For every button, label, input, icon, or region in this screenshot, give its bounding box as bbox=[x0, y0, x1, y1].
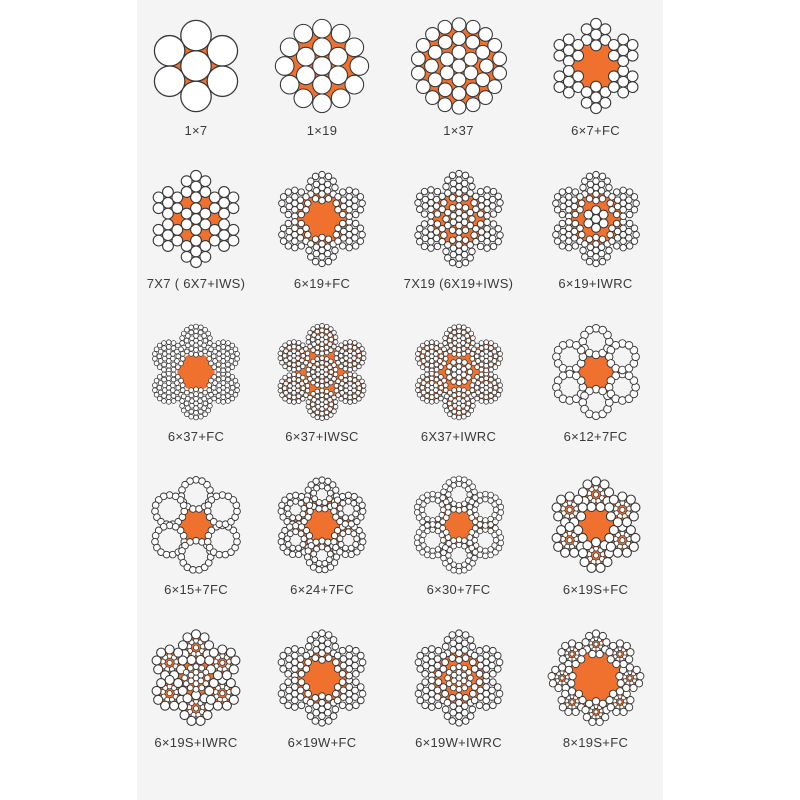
rope-cell: 1×7 bbox=[137, 12, 255, 165]
rope-cross-section bbox=[268, 471, 376, 579]
rope-label: 7X19 (6X19+IWS) bbox=[403, 276, 514, 291]
rope-cell: 6×15+7FC bbox=[137, 471, 255, 624]
rope-label: 6×19+FC bbox=[293, 276, 351, 291]
rope-label: 6X37+IWRC bbox=[420, 429, 497, 444]
rope-label: 7X7 ( 6X7+IWS) bbox=[146, 276, 246, 291]
rope-cross-section bbox=[542, 318, 650, 426]
rope-cell: 6×19S+FC bbox=[528, 471, 663, 624]
rope-cross-section bbox=[542, 165, 650, 273]
catalog-page: 1×7 1×19 1×37 6×7+FC 7X7 ( 6X7+IWS) 6×19+FC 7X… bbox=[137, 0, 663, 800]
rope-cross-section bbox=[268, 624, 376, 732]
rope-cell: 6×19S+IWRC bbox=[137, 624, 255, 777]
rope-cross-section bbox=[542, 12, 650, 120]
rope-svg bbox=[410, 17, 507, 115]
rope-grid: 1×7 1×19 1×37 6×7+FC 7X7 ( 6X7+IWS) 6×19+FC 7X… bbox=[137, 0, 663, 777]
rope-label: 1×37 bbox=[443, 123, 474, 138]
rope-label: 8×19S+FC bbox=[562, 735, 629, 750]
rope-cross-section bbox=[405, 12, 513, 120]
rope-svg bbox=[551, 170, 640, 268]
rope-label: 6×37+FC bbox=[167, 429, 225, 444]
rope-cell: 7X19 (6X19+IWS) bbox=[389, 165, 528, 318]
rope-label: 6×7+FC bbox=[571, 123, 620, 138]
rope-cell: 7X7 ( 6X7+IWS) bbox=[137, 165, 255, 318]
rope-cell: 6×24+7FC bbox=[255, 471, 389, 624]
rope-cell: 6×12+7FC bbox=[528, 318, 663, 471]
rope-label: 6×15+7FC bbox=[164, 582, 228, 597]
rope-label: 6×30+7FC bbox=[426, 582, 491, 597]
rope-cell: 6×19+IWRC bbox=[528, 165, 663, 318]
rope-svg bbox=[151, 629, 241, 726]
rope-cell: 6×19+FC bbox=[255, 165, 389, 318]
rope-label: 1×7 bbox=[184, 123, 208, 138]
rope-svg bbox=[152, 169, 240, 269]
rope-cross-section bbox=[268, 318, 376, 426]
rope-cell: 8×19S+FC bbox=[528, 624, 663, 777]
rope-cell: 1×37 bbox=[389, 12, 528, 165]
rope-cross-section bbox=[405, 624, 513, 732]
rope-svg bbox=[414, 323, 503, 421]
rope-label: 6×19W+FC bbox=[287, 735, 357, 750]
rope-cross-section bbox=[142, 165, 250, 273]
rope-cross-section bbox=[268, 12, 376, 120]
rope-cross-section bbox=[142, 624, 250, 732]
rope-cell: 6×30+7FC bbox=[389, 471, 528, 624]
rope-cross-section bbox=[405, 165, 513, 273]
rope-label: 6×19W+IWRC bbox=[415, 735, 502, 750]
rope-svg bbox=[547, 629, 644, 726]
rope-cross-section bbox=[542, 471, 650, 579]
rope-cross-section bbox=[142, 318, 250, 426]
rope-svg bbox=[277, 476, 367, 574]
rope-cross-section bbox=[405, 471, 513, 579]
rope-svg bbox=[413, 475, 504, 575]
rope-svg bbox=[277, 323, 367, 421]
rope-svg bbox=[278, 170, 366, 268]
rope-label: 6×12+7FC bbox=[563, 429, 628, 444]
rope-svg bbox=[274, 18, 370, 114]
rope-label: 6×19+IWRC bbox=[558, 276, 633, 291]
rope-cell: 6×37+IWSC bbox=[255, 318, 389, 471]
rope-cross-section bbox=[142, 471, 250, 579]
rope-cell: 6×19W+FC bbox=[255, 624, 389, 777]
rope-cross-section bbox=[405, 318, 513, 426]
rope-svg bbox=[413, 169, 504, 269]
rope-svg bbox=[151, 476, 241, 574]
rope-label: 6×24+7FC bbox=[290, 582, 354, 597]
rope-svg bbox=[153, 19, 239, 113]
rope-svg bbox=[277, 629, 367, 727]
rope-svg bbox=[551, 476, 640, 573]
rope-svg bbox=[152, 323, 240, 421]
rope-cross-section bbox=[542, 624, 650, 732]
rope-cell: 6×37+FC bbox=[137, 318, 255, 471]
rope-label: 6×19S+FC bbox=[562, 582, 629, 597]
rope-cross-section bbox=[142, 12, 250, 120]
rope-svg bbox=[552, 17, 639, 115]
rope-label: 1×19 bbox=[306, 123, 338, 138]
rope-cell: 6×19W+IWRC bbox=[389, 624, 528, 777]
rope-cross-section bbox=[268, 165, 376, 273]
rope-svg bbox=[414, 629, 503, 727]
rope-cell: 1×19 bbox=[255, 12, 389, 165]
rope-label: 6×37+IWSC bbox=[285, 429, 359, 444]
rope-label: 6×19S+IWRC bbox=[154, 735, 238, 750]
rope-svg bbox=[551, 324, 640, 420]
rope-cell: 6×7+FC bbox=[528, 12, 663, 165]
rope-cell: 6X37+IWRC bbox=[389, 318, 528, 471]
